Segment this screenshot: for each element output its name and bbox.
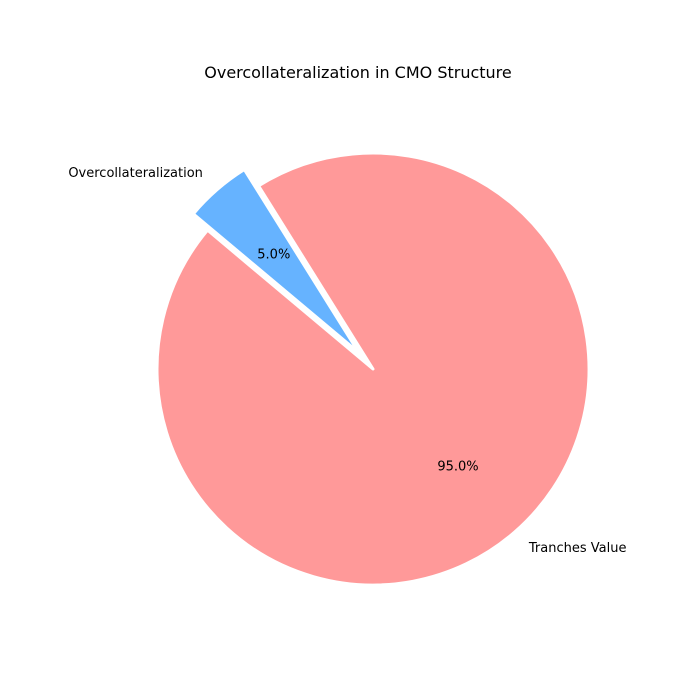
slices-layer: [155, 151, 591, 587]
chart-title: Overcollateralization in CMO Structure: [204, 63, 512, 82]
percent-label-overcollateralization: 5.0%: [257, 247, 290, 262]
pie-slice-overcollateralization: [191, 168, 361, 355]
percent-label-tranches-value: 95.0%: [437, 459, 478, 474]
slice-label-tranches-value: Tranches Value: [528, 541, 627, 556]
pie-slice-tranches-value: [155, 151, 591, 587]
slice-label-overcollateralization: Overcollateralization: [68, 166, 203, 181]
labels-layer: 95.0% Tranches Value 5.0% Overcollateraliza…: [68, 166, 626, 556]
